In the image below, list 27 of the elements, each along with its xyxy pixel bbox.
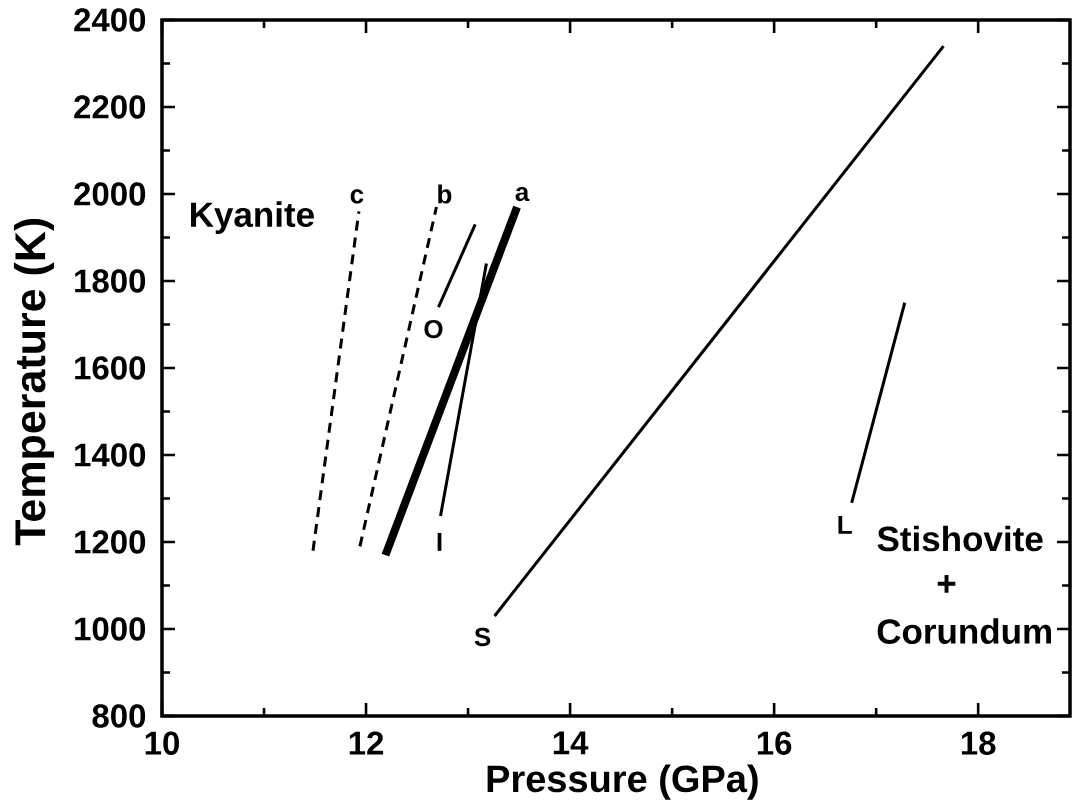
y-tick-label: 800 bbox=[92, 704, 146, 728]
series-label: O bbox=[424, 319, 443, 339]
series-label: I bbox=[437, 532, 442, 551]
annotation: Kyanite bbox=[191, 201, 314, 234]
x-tick-label: 18 bbox=[961, 731, 996, 755]
y-tick-label: 1200 bbox=[75, 530, 146, 554]
annotation: Stishovite bbox=[877, 525, 1043, 552]
y-tick-label: 1800 bbox=[75, 269, 146, 293]
annotation: Corundum bbox=[877, 618, 1051, 644]
y-tick-label: 1600 bbox=[75, 356, 146, 380]
annotation: + bbox=[937, 574, 956, 593]
y-tick-label: 2000 bbox=[74, 182, 146, 206]
series-label: L bbox=[838, 515, 852, 534]
series-label: S bbox=[474, 627, 491, 647]
y-tick-label: 2200 bbox=[74, 95, 146, 119]
y-tick-label: 1400 bbox=[75, 443, 146, 467]
y-axis-title: Temperature (K) bbox=[13, 218, 54, 546]
series-label: c bbox=[350, 189, 364, 204]
y-tick-label: 2400 bbox=[74, 8, 146, 32]
x-tick-label: 16 bbox=[757, 731, 792, 755]
series-label: a bbox=[515, 186, 530, 202]
x-axis-title: Pressure (GPa) bbox=[487, 764, 758, 800]
x-tick-label: 12 bbox=[349, 731, 384, 755]
x-tick-label: 10 bbox=[145, 731, 179, 755]
x-tick-label: 14 bbox=[553, 731, 589, 755]
y-tick-label: 1000 bbox=[75, 617, 146, 641]
series-label: b bbox=[438, 184, 452, 204]
